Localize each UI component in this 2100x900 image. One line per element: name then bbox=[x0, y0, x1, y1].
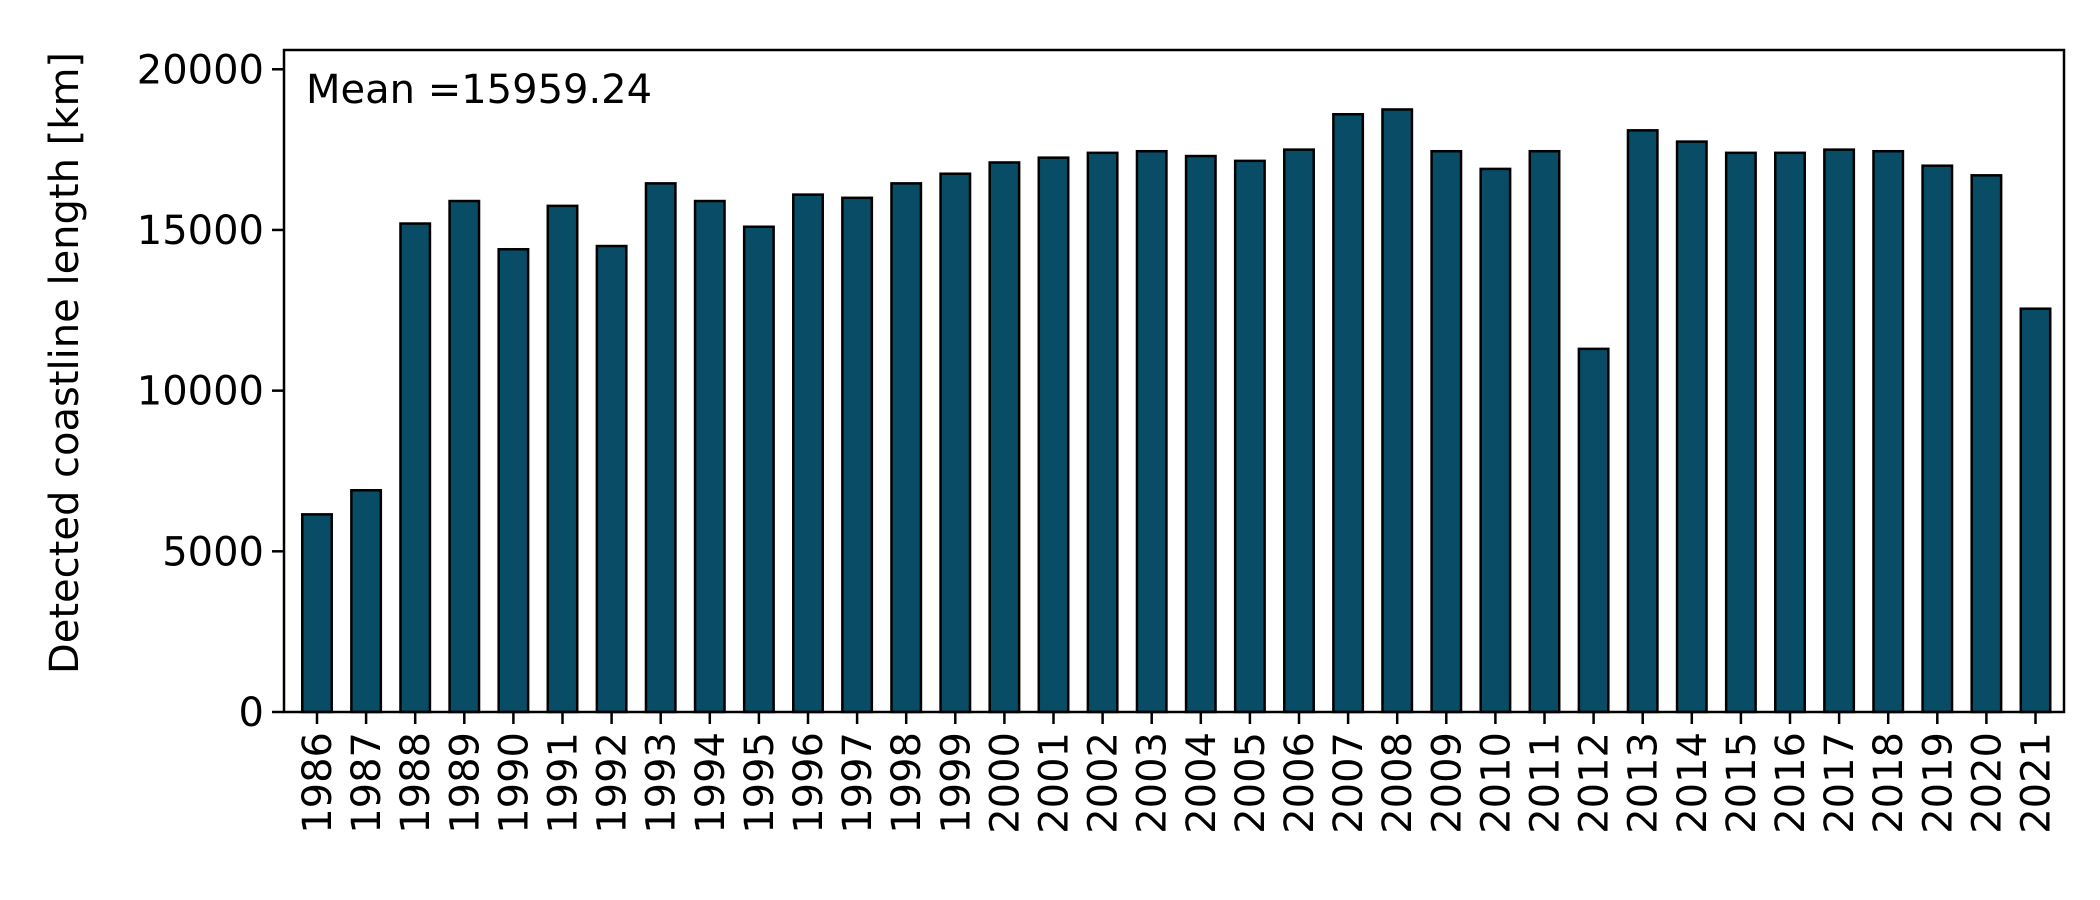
bar-1989 bbox=[448, 199, 481, 714]
x-tick-label: 2006 bbox=[1277, 732, 1323, 834]
x-tick-label: 2003 bbox=[1130, 732, 1176, 834]
mean-annotation: Mean =15959.24 bbox=[306, 67, 652, 113]
x-axis-ticks: 1986 1987 1988 1989 1990 1991 1992 1993 1994 1995… bbox=[295, 712, 2060, 834]
x-tick-label: 1989 bbox=[442, 732, 488, 834]
x-tick-label: 2016 bbox=[1768, 732, 1814, 834]
x-tick-label: 2004 bbox=[1179, 732, 1225, 834]
x-tick-label: 1986 bbox=[295, 732, 341, 834]
x-tick-label: 2018 bbox=[1866, 732, 1912, 834]
y-tick-label: 5000 bbox=[162, 529, 264, 575]
bar-2016 bbox=[1774, 151, 1806, 714]
bar-2012 bbox=[1577, 347, 1610, 714]
bar-1998 bbox=[890, 182, 923, 714]
bar-2006 bbox=[1283, 148, 1315, 714]
bar-1987 bbox=[350, 489, 383, 714]
x-tick-label: 1994 bbox=[688, 732, 734, 834]
x-tick-label: 1992 bbox=[590, 732, 636, 834]
bar-1997 bbox=[841, 196, 874, 714]
x-tick-label: 2008 bbox=[1375, 732, 1421, 834]
x-tick-label: 2021 bbox=[2014, 732, 2060, 834]
x-tick-label: 1993 bbox=[639, 732, 685, 834]
bar-2005 bbox=[1233, 159, 1266, 714]
bar-2000 bbox=[988, 161, 1021, 714]
bars-group bbox=[301, 108, 2052, 714]
bar-2015 bbox=[1724, 151, 1757, 714]
plot-frame bbox=[282, 48, 2066, 714]
x-tick-label: 2011 bbox=[1523, 732, 1569, 834]
x-tick-label: 1995 bbox=[737, 732, 783, 834]
x-tick-label: 1999 bbox=[933, 732, 979, 834]
bar-2008 bbox=[1381, 108, 1414, 714]
x-tick-label: 2019 bbox=[1915, 732, 1961, 834]
bar-2017 bbox=[1823, 148, 1856, 714]
x-tick-label: 2009 bbox=[1424, 732, 1470, 834]
bar-1999 bbox=[939, 172, 972, 714]
x-tick-label: 1997 bbox=[835, 732, 881, 834]
y-tick-label: 20000 bbox=[137, 47, 264, 93]
bar-2004 bbox=[1184, 154, 1217, 714]
x-tick-label: 2015 bbox=[1719, 732, 1765, 834]
x-tick-label: 1987 bbox=[344, 732, 390, 834]
bar-2001 bbox=[1037, 156, 1070, 714]
bar-2013 bbox=[1626, 129, 1659, 714]
bar-1992 bbox=[595, 244, 628, 714]
x-tick-label: 2013 bbox=[1621, 732, 1667, 834]
bar-2020 bbox=[1970, 174, 2003, 714]
bar-2014 bbox=[1675, 140, 1708, 714]
bar-2018 bbox=[1872, 149, 1905, 714]
bar-2010 bbox=[1479, 167, 1512, 714]
x-tick-label: 1991 bbox=[541, 732, 587, 834]
bar-1995 bbox=[742, 225, 775, 714]
bar-1993 bbox=[644, 182, 677, 714]
bar-2021 bbox=[2019, 307, 2052, 714]
x-tick-label: 2014 bbox=[1670, 732, 1716, 834]
bar-1994 bbox=[693, 199, 726, 714]
bar-1996 bbox=[792, 193, 824, 714]
x-tick-label: 2010 bbox=[1473, 732, 1519, 834]
bar-2019 bbox=[1921, 164, 1954, 714]
x-tick-label: 1998 bbox=[884, 732, 930, 834]
x-tick-label: 2005 bbox=[1228, 732, 1274, 834]
y-axis-label: Detected coastline length [km] bbox=[42, 52, 88, 674]
bar-1991 bbox=[546, 204, 579, 714]
y-tick-label: 0 bbox=[239, 690, 264, 736]
bar-2009 bbox=[1430, 149, 1463, 714]
x-tick-label: 2020 bbox=[1964, 732, 2010, 834]
bar-2003 bbox=[1135, 149, 1168, 714]
x-tick-label: 2000 bbox=[982, 732, 1028, 834]
bar-1986 bbox=[301, 513, 333, 714]
x-tick-label: 1990 bbox=[491, 732, 537, 834]
x-tick-label: 2001 bbox=[1032, 732, 1078, 834]
x-tick-label: 2017 bbox=[1817, 732, 1863, 834]
x-tick-label: 2002 bbox=[1081, 732, 1127, 834]
bar-1988 bbox=[399, 222, 432, 714]
x-tick-label: 1988 bbox=[393, 732, 439, 834]
y-axis-ticks: 0 5000 10000 15000 20000 bbox=[137, 47, 284, 736]
y-tick-label: 15000 bbox=[137, 208, 264, 254]
x-tick-label: 1996 bbox=[786, 732, 832, 834]
bar-1990 bbox=[497, 247, 530, 714]
x-tick-label: 2012 bbox=[1572, 732, 1618, 834]
bar-2011 bbox=[1528, 149, 1561, 714]
y-tick-label: 10000 bbox=[137, 369, 264, 415]
bar-2002 bbox=[1086, 151, 1119, 714]
bar-2007 bbox=[1332, 113, 1365, 714]
x-tick-label: 2007 bbox=[1326, 732, 1372, 834]
